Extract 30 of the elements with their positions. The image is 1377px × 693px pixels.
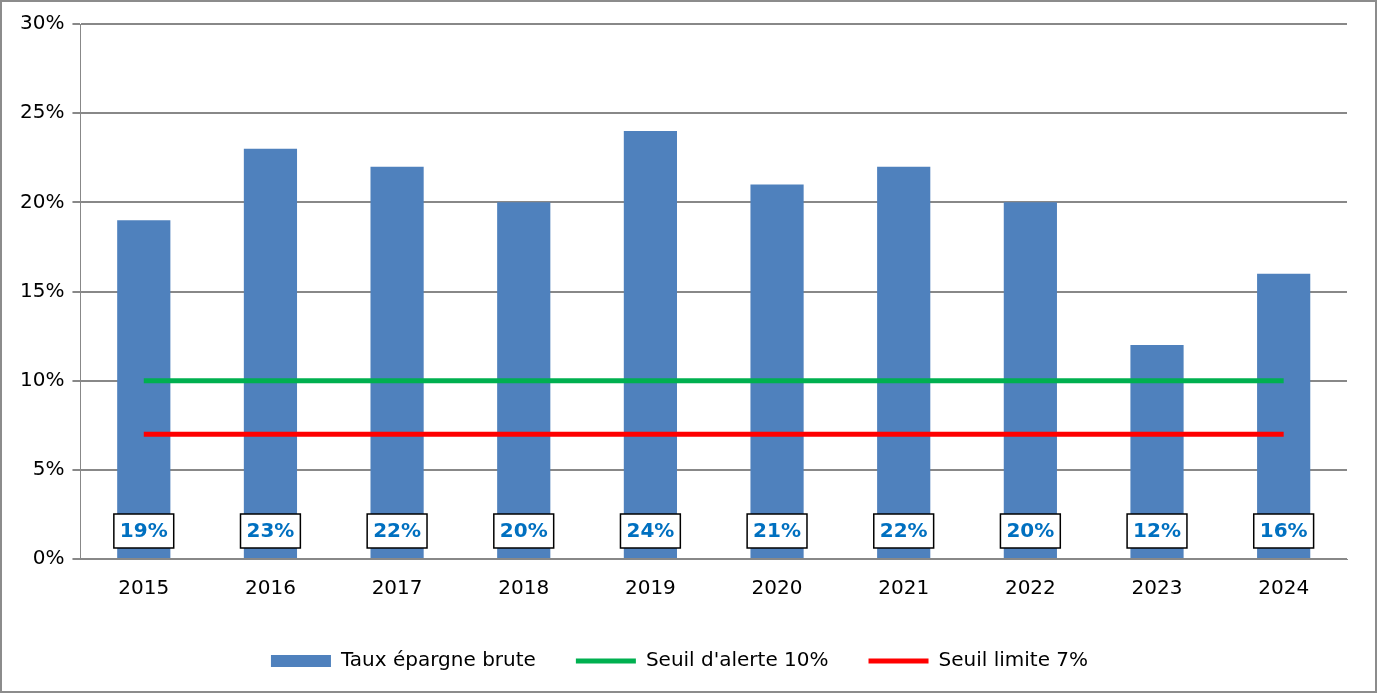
data-label: 24%: [626, 518, 675, 543]
x-tick-label: 2018: [498, 575, 550, 600]
data-label: 20%: [1006, 518, 1055, 543]
legend-label: Seuil d'alerte 10%: [645, 647, 829, 672]
data-label: 16%: [1259, 518, 1308, 543]
x-tick-label: 2019: [624, 575, 676, 600]
data-label: 23%: [246, 518, 295, 543]
y-tick-label: 30%: [20, 10, 65, 35]
data-label: 19%: [119, 518, 168, 543]
legend-label: Taux épargne brute: [339, 647, 536, 672]
y-tick-label: 0%: [32, 545, 65, 570]
x-tick-label: 2021: [878, 575, 930, 600]
data-label: 22%: [373, 518, 422, 543]
x-tick-label: 2015: [118, 575, 170, 600]
y-tick-label: 20%: [20, 188, 65, 213]
x-tick-label: 2017: [371, 575, 423, 600]
legend-label: Seuil limite 7%: [938, 647, 1089, 672]
data-label: 20%: [499, 518, 548, 543]
x-tick-label: 2020: [751, 575, 803, 600]
x-tick-label: 2023: [1131, 575, 1183, 600]
y-tick-label: 15%: [20, 277, 65, 302]
y-tick-label: 5%: [32, 456, 65, 481]
x-tick-label: 2016: [244, 575, 296, 600]
data-label: 21%: [753, 518, 801, 543]
data-label: 12%: [1133, 518, 1181, 543]
data-label: 22%: [879, 518, 928, 543]
x-tick-label: 2022: [1004, 575, 1056, 600]
x-tick-label: 2024: [1258, 575, 1310, 600]
y-tick-label: 10%: [20, 366, 65, 391]
y-tick-label: 25%: [20, 99, 65, 124]
